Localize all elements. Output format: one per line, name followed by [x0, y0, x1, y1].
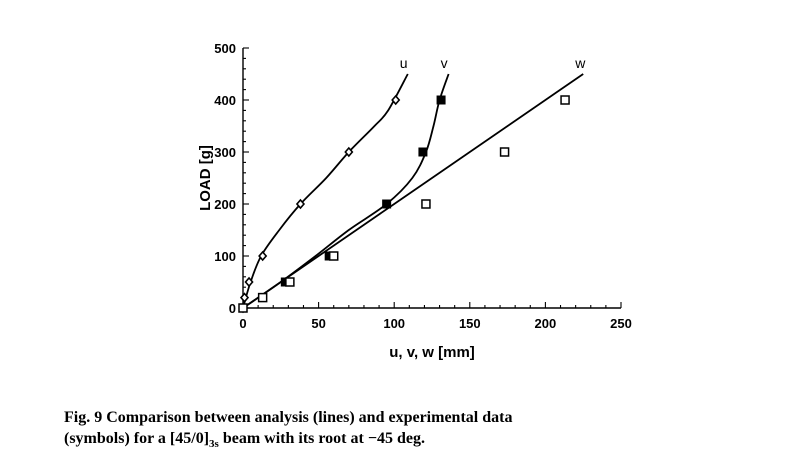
x-tick-label: 100: [383, 316, 405, 331]
caption-line-2-start: (symbols) for a [45/0]: [64, 430, 210, 447]
y-tick-label: 500: [214, 41, 236, 56]
data-point-w: [560, 95, 570, 105]
x-tick-label: 0: [239, 316, 246, 331]
series-line-w: [242, 73, 584, 309]
x-tick-label: 250: [610, 316, 632, 331]
y-axis-title: LOAD [g]: [197, 145, 214, 211]
data-point-w: [285, 277, 295, 287]
data-point-u: [295, 198, 306, 210]
x-tick-label: 150: [459, 316, 481, 331]
caption-subscript: 3s: [209, 438, 219, 451]
data-point-w: [328, 251, 339, 261]
series-label-v: v: [441, 55, 448, 71]
data-point-w: [257, 292, 268, 303]
data-point-u: [239, 292, 250, 303]
x-axis-title: u, v, w [mm]: [389, 344, 475, 361]
axes: [242, 48, 621, 309]
series-line-v: [242, 73, 450, 309]
data-point-u: [344, 146, 354, 158]
series-label-w: w: [574, 55, 586, 71]
data-point-u: [244, 276, 254, 288]
y-tick-label: 300: [214, 145, 236, 160]
y-tick-label: 400: [214, 93, 236, 108]
caption-line-2: (symbols) for a [45/0]3s beam with its r…: [64, 428, 784, 455]
y-tick-label: 100: [214, 249, 236, 264]
data-point-v: [382, 199, 392, 209]
series-line-u: [242, 73, 409, 309]
curves: [242, 73, 584, 309]
x-tick-label: 200: [535, 316, 557, 331]
data-point-u: [258, 250, 268, 262]
x-tick-label: 50: [311, 316, 325, 331]
markers: [238, 94, 570, 314]
data-point-w: [499, 147, 510, 157]
figure-caption: Fig. 9 Comparison between analysis (line…: [64, 407, 784, 455]
series-labels: u v w: [400, 55, 586, 71]
data-point-v: [418, 147, 428, 157]
data-point-w: [421, 199, 431, 209]
series-label-u: u: [400, 55, 408, 71]
y-tick-label: 200: [214, 197, 236, 212]
ticks: 0 100 200 300 400 500 0 50 100 150 200 250: [214, 41, 632, 331]
data-point-u: [391, 94, 401, 106]
caption-line-1: Fig. 9 Comparison between analysis (line…: [64, 409, 513, 426]
data-point-w: [238, 303, 248, 313]
caption-line-2-end: beam with its root at −45 deg.: [218, 430, 425, 447]
y-tick-label: 0: [229, 301, 236, 316]
data-point-v: [436, 95, 446, 105]
